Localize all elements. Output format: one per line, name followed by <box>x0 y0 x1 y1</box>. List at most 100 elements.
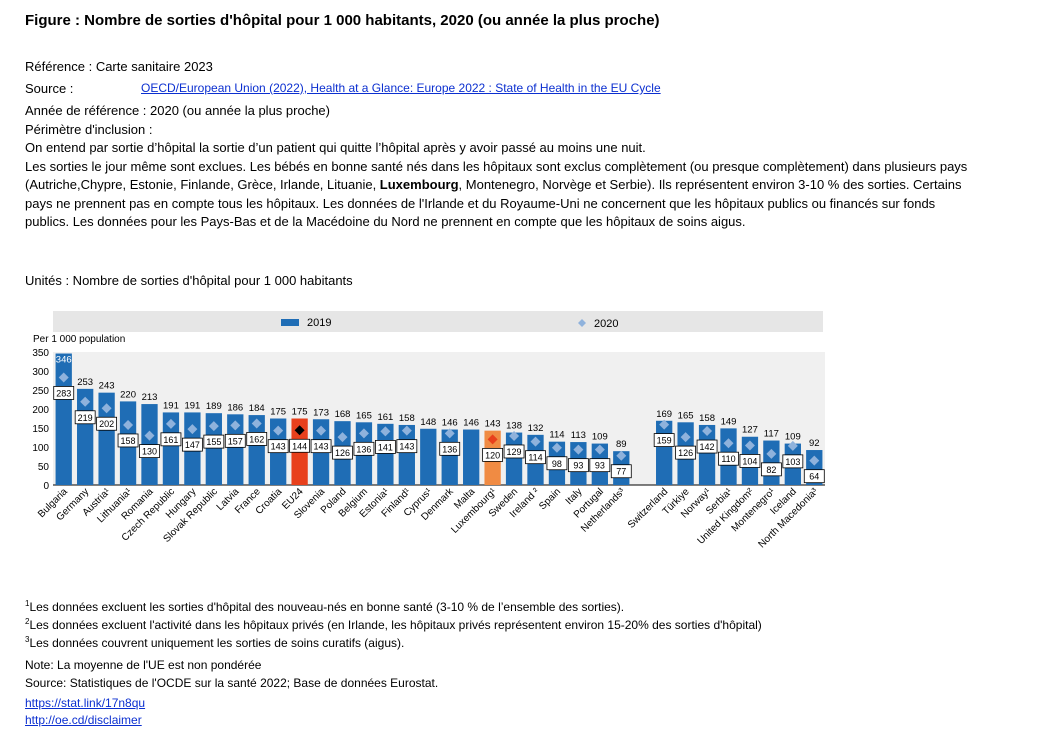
desc-line-1: On entend par sortie d’hôpital la sortie… <box>25 140 646 155</box>
marker-2020 <box>380 426 391 437</box>
marker-value-label: 64 <box>809 472 819 482</box>
bar-value-label: 184 <box>249 403 265 414</box>
marker-value-box <box>567 458 589 473</box>
bar-value-label: 169 <box>656 409 672 420</box>
marker-value-label: 120 <box>485 450 500 460</box>
legend-2020-marker <box>578 319 586 327</box>
bar-value-label: 158 <box>699 413 715 424</box>
y-tick-label: 150 <box>32 424 49 435</box>
marker-value-box <box>267 439 289 454</box>
marker-value-label: 98 <box>552 459 562 469</box>
bar-value-label: 173 <box>313 407 329 418</box>
marker-value-box <box>74 410 96 425</box>
marker-value-box <box>117 433 139 448</box>
marker-2020 <box>530 436 541 447</box>
marker-2020 <box>659 419 670 430</box>
stat-link[interactable]: https://stat.link/17n8qu <box>25 696 146 710</box>
marker-value-box <box>96 416 118 431</box>
bar-value-label: 213 <box>142 392 158 403</box>
marker-value-box <box>246 432 268 446</box>
x-tick-label: Spain <box>537 486 563 512</box>
footnote-2-text: Les données excluent l'activité dans les… <box>29 618 762 632</box>
bar <box>227 414 244 485</box>
bar-value-label: 165 <box>678 410 694 421</box>
desc-text-a: Les sorties le jour même sont exclues. L… <box>25 158 968 193</box>
marker-value-box <box>181 437 203 452</box>
marker-value-box <box>482 447 504 462</box>
bar <box>205 413 222 485</box>
marker-value-label: 130 <box>142 447 157 457</box>
reference-year-text: Année de référence : 2020 (ou année la p… <box>25 103 330 118</box>
source-link[interactable]: OECD/European Union (2022), Health at a … <box>141 81 661 95</box>
marker-value-label: 129 <box>507 447 522 457</box>
bar <box>656 420 673 485</box>
marker-value-box <box>803 469 825 484</box>
marker-2020 <box>294 425 305 436</box>
marker-value-box <box>503 444 525 459</box>
marker-value-box <box>546 456 568 471</box>
note-text: Note: La moyenne de l'UE est non pondéré… <box>25 658 262 672</box>
bar-value-label: 117 <box>764 429 779 440</box>
marker-2020 <box>165 418 176 429</box>
legend-2019-label: 2019 <box>307 317 331 329</box>
marker-2020 <box>680 432 691 443</box>
marker-2020 <box>80 396 91 407</box>
bar-value-label: 165 <box>356 410 372 421</box>
bar-value-label: 191 <box>163 400 179 411</box>
marker-value-label: 144 <box>292 441 307 451</box>
marker-2020 <box>702 426 713 437</box>
marker-value-box <box>718 451 739 466</box>
marker-2020 <box>123 419 134 430</box>
bar-value-label: 175 <box>270 407 286 418</box>
footnote-1-mark: 1 <box>25 599 30 608</box>
marker-2020 <box>809 455 820 466</box>
bar-value-label: 146 <box>463 418 479 429</box>
marker-value-label: 219 <box>78 413 93 423</box>
marker-value-label: 93 <box>573 461 583 471</box>
marker-value-label: 143 <box>271 442 286 452</box>
bar <box>98 392 115 485</box>
marker-value-box <box>396 439 418 454</box>
marker-value-box <box>139 444 160 459</box>
reference-text: Référence : Carte sanitaire 2023 <box>25 59 213 74</box>
legend-band <box>53 311 823 332</box>
bar-value-label: 158 <box>399 413 415 424</box>
marker-2020 <box>444 428 455 439</box>
marker-value-box <box>332 445 353 460</box>
marker-value-label: 136 <box>356 444 371 454</box>
bar-value-label: 161 <box>377 412 393 423</box>
marker-2020 <box>187 424 198 435</box>
footnote-3-text: Les données couvrent uniquement les sort… <box>29 636 405 650</box>
y-tick-label: 350 <box>32 348 49 359</box>
marker-value-box <box>525 450 546 465</box>
marker-value-label: 283 <box>56 388 71 398</box>
disclaimer-link[interactable]: http://oe.cd/disclaimer <box>25 713 142 727</box>
marker-value-box <box>610 464 632 479</box>
marker-value-label: 143 <box>399 442 414 452</box>
bar-value-label: 186 <box>227 402 243 413</box>
marker-value-label: 147 <box>185 440 200 450</box>
marker-2020 <box>509 430 520 441</box>
footnote-2: 2Les données excluent l'activité dans le… <box>25 617 762 632</box>
footnote-3: 3Les données couvrent uniquement les sor… <box>25 635 404 650</box>
marker-value-box <box>760 462 782 477</box>
marker-2020 <box>273 425 284 436</box>
marker-value-label: 162 <box>249 434 264 444</box>
bar <box>420 428 437 485</box>
marker-value-box <box>589 458 611 473</box>
marker-2020 <box>551 442 562 453</box>
marker-2020 <box>358 428 369 439</box>
marker-2020 <box>337 432 348 443</box>
bar-value-label: 346 <box>56 355 72 366</box>
marker-2020 <box>744 440 755 451</box>
y-tick-label: 100 <box>32 443 49 454</box>
marker-2020 <box>401 425 412 436</box>
desc-bold-luxembourg: Luxembourg <box>379 177 459 192</box>
bar-value-label: 168 <box>335 409 351 420</box>
marker-2020 <box>208 421 219 432</box>
marker-2020 <box>58 372 69 383</box>
footnote-3-mark: 3 <box>25 635 30 644</box>
scope-label: Périmètre d'inclusion : <box>25 122 153 137</box>
marker-value-label: 159 <box>657 436 672 446</box>
marker-value-box <box>203 434 225 449</box>
